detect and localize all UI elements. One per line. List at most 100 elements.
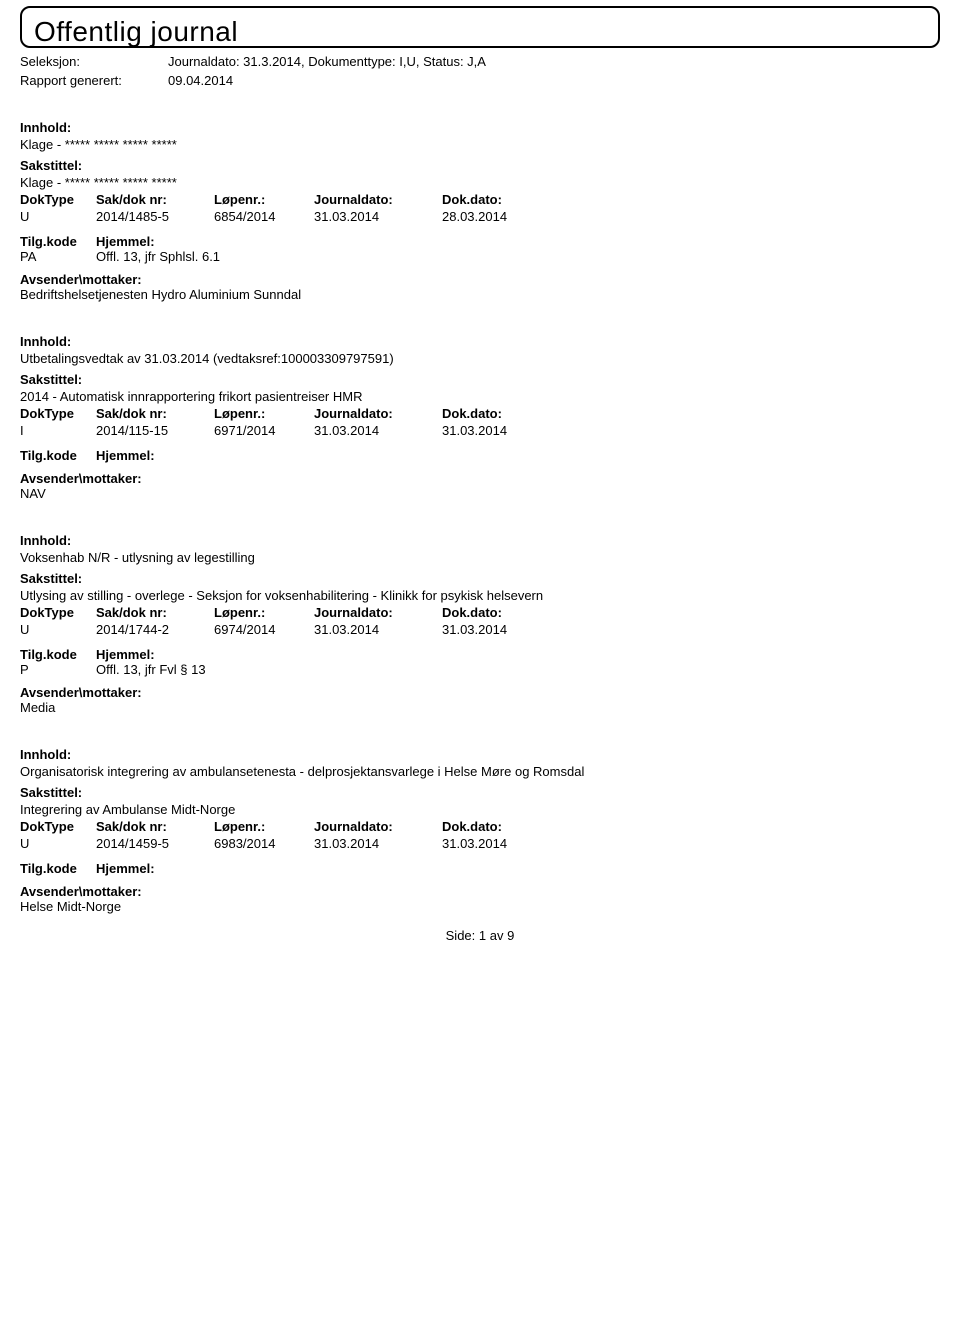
tilgkode-header: Tilg.kode — [20, 647, 96, 662]
hjemmel-value: Offl. 13, jfr Sphlsl. 6.1 — [96, 249, 220, 264]
hjemmel-header: Hjemmel: — [96, 861, 155, 876]
doktype-value: U — [20, 622, 96, 637]
innhold-value: Klage - ***** ***** ***** ***** — [20, 137, 940, 152]
innhold-value: Voksenhab N/R - utlysning av legestillin… — [20, 550, 940, 565]
doktype-header: DokType — [20, 819, 96, 834]
tilgkode-header: Tilg.kode — [20, 861, 96, 876]
dokdato-value: 31.03.2014 — [442, 622, 562, 637]
record-table-row: I2014/115-156971/201431.03.201431.03.201… — [20, 423, 940, 438]
title-box: Offentlig journal — [20, 6, 940, 48]
lopenr-header: Løpenr.: — [214, 819, 314, 834]
hjemmel-header: Hjemmel: — [96, 647, 155, 662]
avsender-label: Avsender\mottaker: — [20, 685, 940, 700]
sakdok-value: 2014/115-15 — [96, 423, 214, 438]
innhold-label: Innhold: — [20, 120, 940, 135]
meta-rapport-row: Rapport generert: 09.04.2014 — [20, 73, 940, 88]
dokdato-header: Dok.dato: — [442, 819, 562, 834]
journaldato-value: 31.03.2014 — [314, 622, 442, 637]
sakstittel-value: 2014 - Automatisk innrapportering frikor… — [20, 389, 940, 404]
doktype-header: DokType — [20, 192, 96, 207]
sakstittel-label: Sakstittel: — [20, 571, 940, 586]
doktype-header: DokType — [20, 406, 96, 421]
journal-record: Innhold: Klage - ***** ***** ***** ***** S… — [20, 120, 940, 302]
avsender-value: Bedriftshelsetjenesten Hydro Aluminium S… — [20, 287, 940, 302]
dokdato-value: 31.03.2014 — [442, 423, 562, 438]
journaldato-header: Journaldato: — [314, 819, 442, 834]
lopenr-value: 6854/2014 — [214, 209, 314, 224]
avsender-value: Media — [20, 700, 940, 715]
dokdato-header: Dok.dato: — [442, 406, 562, 421]
hjemmel-header-row: Tilg.kodeHjemmel: — [20, 448, 940, 463]
seleksjon-value: Journaldato: 31.3.2014, Dokumenttype: I,… — [168, 54, 486, 69]
journal-record: Innhold:Organisatorisk integrering av am… — [20, 747, 940, 914]
lopenr-header: Løpenr.: — [214, 406, 314, 421]
tilgkode-header: Tilg.kode — [20, 448, 96, 463]
seleksjon-label: Seleksjon: — [20, 54, 168, 69]
hjemmel-header-row: Tilg.kodeHjemmel: — [20, 647, 940, 662]
hjemmel-row: PAOffl. 13, jfr Sphlsl. 6.1 — [20, 249, 940, 264]
doktype-value: U — [20, 209, 96, 224]
sakstittel-value: Klage - ***** ***** ***** ***** — [20, 175, 940, 190]
tilgkode-header: Tilg.kode — [20, 234, 96, 249]
lopenr-value: 6974/2014 — [214, 622, 314, 637]
journaldato-value: 31.03.2014 — [314, 209, 442, 224]
record-table-row: U2014/1485-56854/201431.03.201428.03.201… — [20, 209, 940, 224]
hjemmel-header: Hjemmel: — [96, 448, 155, 463]
tilgkode-value: P — [20, 662, 96, 677]
page-title: Offentlig journal — [34, 12, 926, 48]
journaldato-value: 31.03.2014 — [314, 423, 442, 438]
hjemmel-value: Offl. 13, jfr Fvl § 13 — [96, 662, 206, 677]
sakstittel-value: Integrering av Ambulanse Midt-Norge — [20, 802, 940, 817]
doktype-value: I — [20, 423, 96, 438]
avsender-value: NAV — [20, 486, 940, 501]
avsender-label: Avsender\mottaker: — [20, 471, 940, 486]
hjemmel-row: POffl. 13, jfr Fvl § 13 — [20, 662, 940, 677]
record-table-header: DokTypeSak/dok nr:Løpenr.:Journaldato:Do… — [20, 819, 940, 834]
record-table-header: DokTypeSak/dok nr:Løpenr.:Journaldato:Do… — [20, 192, 940, 207]
avsender-label: Avsender\mottaker: — [20, 884, 940, 899]
journal-record: Innhold: Voksenhab N/R - utlysning av leg… — [20, 533, 940, 715]
avsender-value: Helse Midt-Norge — [20, 899, 940, 914]
lopenr-header: Løpenr.: — [214, 192, 314, 207]
sakdok-header: Sak/dok nr: — [96, 192, 214, 207]
sakdok-value: 2014/1459-5 — [96, 836, 214, 851]
hjemmel-header-row: Tilg.kodeHjemmel: — [20, 861, 940, 876]
record-table-row: U2014/1459-56983/201431.03.201431.03.201… — [20, 836, 940, 851]
innhold-label: Innhold: — [20, 334, 940, 349]
sakdok-header: Sak/dok nr: — [96, 406, 214, 421]
journaldato-header: Journaldato: — [314, 406, 442, 421]
sakstittel-label: Sakstittel: — [20, 158, 940, 173]
sakdok-header: Sak/dok nr: — [96, 819, 214, 834]
innhold-value: Organisatorisk integrering av ambulanset… — [20, 764, 940, 779]
rapport-value: 09.04.2014 — [168, 73, 233, 88]
record-table-header: DokTypeSak/dok nr:Løpenr.:Journaldato:Do… — [20, 406, 940, 421]
hjemmel-header: Hjemmel: — [96, 234, 155, 249]
sakstittel-value: Utlysing av stilling - overlege - Seksjo… — [20, 588, 940, 603]
sakstittel-label: Sakstittel: — [20, 372, 940, 387]
doktype-header: DokType — [20, 605, 96, 620]
journal-record: Innhold: Utbetalingsvedtak av 31.03.2014 … — [20, 334, 940, 501]
records-container: Innhold: Klage - ***** ***** ***** ***** S… — [20, 120, 940, 914]
avsender-label: Avsender\mottaker: — [20, 272, 940, 287]
rapport-label: Rapport generert: — [20, 73, 168, 88]
side-label: Side: — [446, 928, 476, 943]
doktype-value: U — [20, 836, 96, 851]
sakdok-header: Sak/dok nr: — [96, 605, 214, 620]
dokdato-header: Dok.dato: — [442, 192, 562, 207]
journal-page: Offentlig journal Seleksjon: Journaldato… — [0, 0, 960, 916]
lopenr-header: Løpenr.: — [214, 605, 314, 620]
page-number: 1 — [479, 928, 486, 943]
innhold-value: Utbetalingsvedtak av 31.03.2014 (vedtaks… — [20, 351, 940, 366]
page-footer: Side: 1 av 9 — [0, 916, 960, 957]
total-pages: 9 — [507, 928, 514, 943]
sakdok-value: 2014/1485-5 — [96, 209, 214, 224]
record-table-header: DokTypeSak/dok nr:Løpenr.:Journaldato:Do… — [20, 605, 940, 620]
lopenr-value: 6971/2014 — [214, 423, 314, 438]
hjemmel-header-row: Tilg.kodeHjemmel: — [20, 234, 940, 249]
dokdato-value: 28.03.2014 — [442, 209, 562, 224]
journaldato-value: 31.03.2014 — [314, 836, 442, 851]
dokdato-value: 31.03.2014 — [442, 836, 562, 851]
innhold-label: Innhold: — [20, 533, 940, 548]
record-table-row: U2014/1744-26974/201431.03.201431.03.201… — [20, 622, 940, 637]
dokdato-header: Dok.dato: — [442, 605, 562, 620]
